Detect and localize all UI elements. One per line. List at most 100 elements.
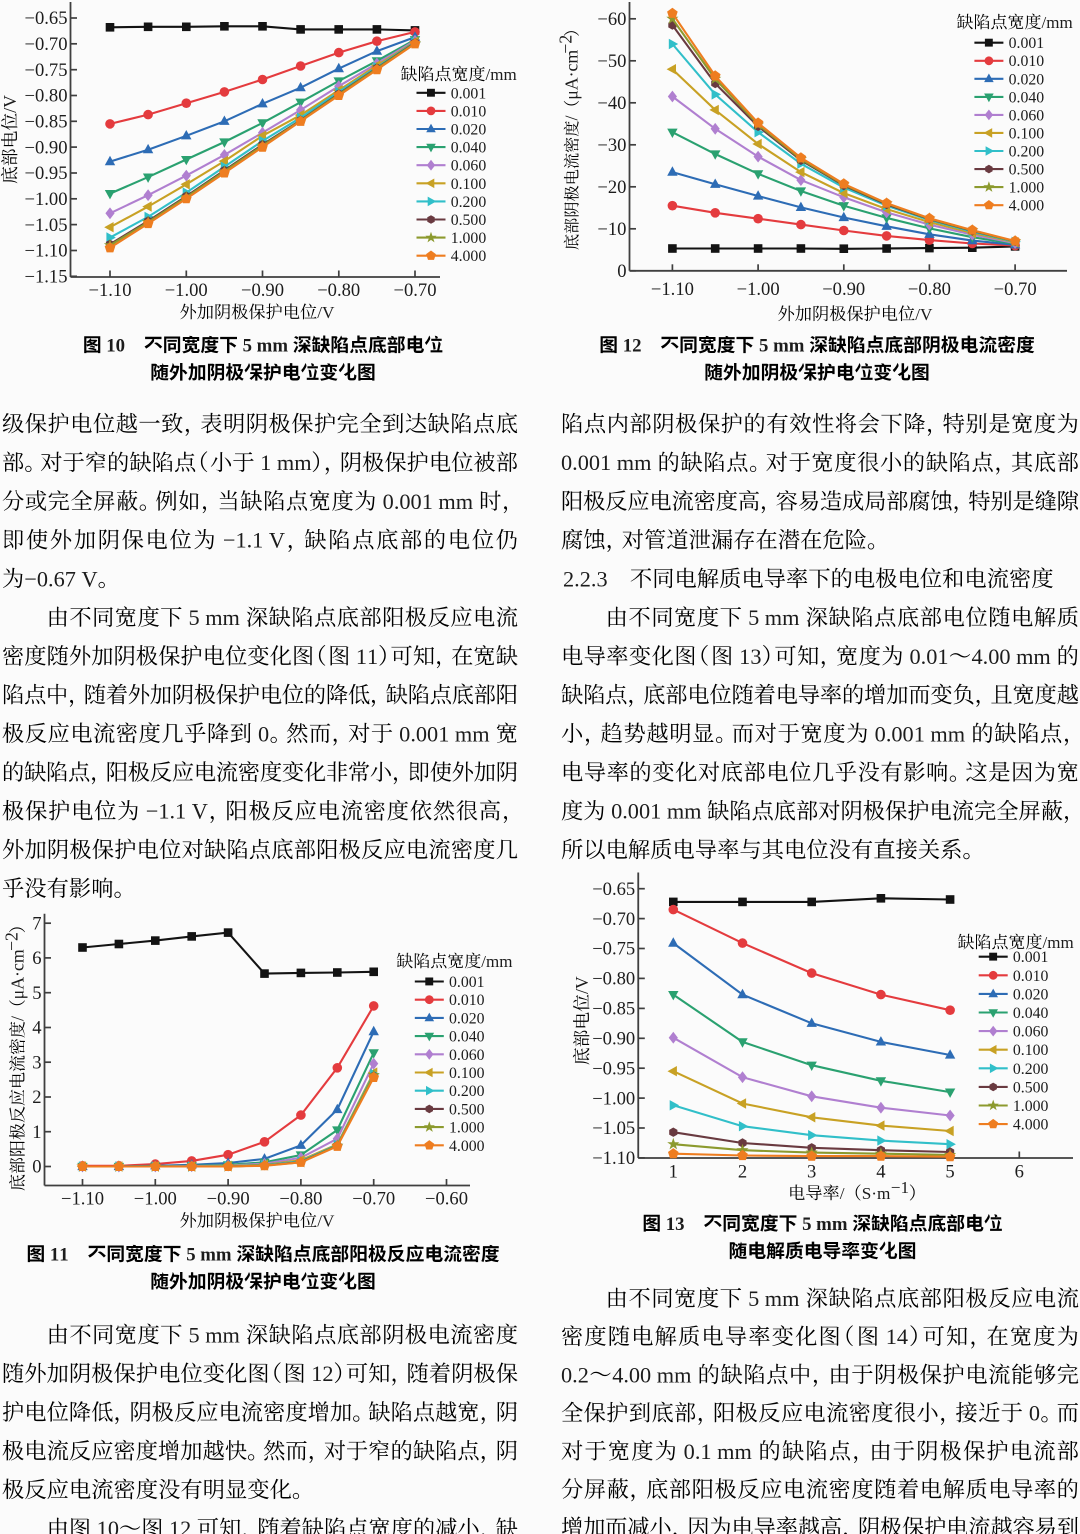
svg-text:−60: −60 (597, 9, 626, 30)
svg-text:−40: −40 (597, 93, 626, 114)
svg-text:1.000: 1.000 (449, 1120, 485, 1137)
svg-text:10: 10 (91, 1516, 119, 1534)
svg-text:0.060: 0.060 (1009, 107, 1045, 124)
svg-text:0.001: 0.001 (451, 85, 487, 102)
svg-text:5 mm: 5 mm (743, 605, 806, 630)
svg-text:/V: /V (572, 976, 592, 994)
svg-text:4.000: 4.000 (451, 248, 487, 265)
svg-text:−1.10: −1.10 (61, 1189, 104, 1210)
svg-text:5 mm: 5 mm (183, 1323, 246, 1348)
svg-text:5 mm: 5 mm (797, 1214, 852, 1235)
svg-text:/mm: /mm (481, 952, 512, 971)
svg-text:0.060: 0.060 (449, 1047, 485, 1064)
svg-text:11: 11 (45, 1245, 68, 1266)
svg-text:5: 5 (32, 983, 41, 1004)
svg-text:12: 12 (306, 1361, 334, 1386)
svg-text:−1.10: −1.10 (89, 280, 132, 301)
svg-text:0.500: 0.500 (451, 212, 487, 229)
svg-text:−2: −2 (556, 35, 576, 54)
svg-text:0.200: 0.200 (1009, 144, 1045, 161)
svg-text:−0.70: −0.70 (25, 34, 68, 55)
svg-text:−1.10: −1.10 (25, 241, 68, 262)
svg-text:4: 4 (876, 1162, 885, 1183)
svg-text:0: 0 (32, 1157, 41, 1178)
svg-text:/V: /V (317, 303, 335, 322)
svg-text:0.01: 0.01 (904, 644, 949, 669)
svg-text:−0.75: −0.75 (592, 939, 635, 960)
svg-text:−0.80: −0.80 (317, 280, 360, 301)
svg-text:0.001 mm: 0.001 mm (869, 721, 971, 746)
svg-text:−1: −1 (891, 1178, 909, 1197)
svg-text:6: 6 (1015, 1162, 1024, 1183)
svg-text:1 mm: 1 mm (255, 450, 312, 475)
svg-text:0.010: 0.010 (1013, 968, 1049, 985)
svg-text:−0.80: −0.80 (592, 969, 635, 990)
svg-text:−0.90: −0.90 (25, 137, 68, 158)
svg-text:−0.85: −0.85 (25, 112, 68, 133)
svg-text:10: 10 (102, 336, 125, 357)
svg-text:0.1 mm: 0.1 mm (678, 1439, 757, 1464)
svg-text:−0.80: −0.80 (25, 86, 68, 107)
svg-text:4.000: 4.000 (1009, 198, 1045, 215)
svg-text:2.2.3: 2.2.3 (563, 566, 608, 591)
svg-text:5 mm: 5 mm (754, 336, 809, 357)
svg-text:0.2: 0.2 (561, 1362, 589, 1387)
svg-text:0.001: 0.001 (449, 974, 485, 991)
svg-text:0.001 mm: 0.001 mm (561, 450, 657, 475)
svg-text:0.001 mm: 0.001 mm (394, 721, 496, 746)
svg-text:−30: −30 (597, 135, 626, 156)
svg-text:/mm: /mm (1042, 13, 1073, 32)
svg-text:6: 6 (32, 948, 41, 969)
svg-text:0.500: 0.500 (1009, 162, 1045, 179)
svg-text:1: 1 (669, 1162, 678, 1183)
svg-text:3: 3 (32, 1052, 41, 1073)
svg-text:4.00 mm: 4.00 mm (972, 644, 1057, 669)
svg-text:−50: −50 (597, 51, 626, 72)
svg-text:0.020: 0.020 (449, 1010, 485, 1027)
svg-text:13: 13 (734, 644, 762, 669)
svg-text:−2: −2 (1, 932, 21, 951)
svg-text:−0.90: −0.90 (241, 280, 284, 301)
svg-text:0.010: 0.010 (1009, 53, 1045, 70)
svg-text:5 mm: 5 mm (238, 336, 293, 357)
svg-text:−0.70: −0.70 (394, 280, 437, 301)
svg-text:0.200: 0.200 (449, 1083, 485, 1100)
svg-text:1.000: 1.000 (1009, 180, 1045, 197)
svg-text:11: 11 (350, 644, 378, 669)
svg-text:3: 3 (807, 1162, 816, 1183)
svg-text:1: 1 (32, 1122, 41, 1143)
svg-text:/V: /V (0, 95, 20, 113)
svg-text:−0.95: −0.95 (25, 163, 68, 184)
svg-text:−1.15: −1.15 (25, 267, 68, 288)
svg-text:2: 2 (32, 1087, 41, 1108)
svg-text:5: 5 (945, 1162, 954, 1183)
svg-text:0.010: 0.010 (451, 103, 487, 120)
svg-text:0.040: 0.040 (451, 140, 487, 157)
svg-text:−0.85: −0.85 (592, 999, 635, 1020)
svg-text:0.020: 0.020 (1009, 71, 1045, 88)
svg-text:−0.90: −0.90 (592, 1029, 635, 1050)
svg-text:0.500: 0.500 (449, 1101, 485, 1118)
svg-text:0.020: 0.020 (1013, 986, 1049, 1003)
svg-text:S·m: S·m (862, 1184, 891, 1203)
svg-text:/V: /V (915, 305, 933, 324)
svg-text:0.040: 0.040 (449, 1029, 485, 1046)
svg-text:13: 13 (661, 1214, 684, 1235)
svg-text:14: 14 (880, 1324, 908, 1349)
svg-text:5 mm: 5 mm (743, 1286, 806, 1311)
svg-text:−1.00: −1.00 (25, 189, 68, 210)
svg-text:μA·cm: μA·cm (8, 949, 28, 999)
svg-text:/V: /V (317, 1212, 335, 1231)
svg-text:0.001 mm: 0.001 mm (377, 489, 479, 514)
svg-text:0.500: 0.500 (1013, 1079, 1049, 1096)
svg-text:0.001: 0.001 (1009, 35, 1045, 52)
svg-text:5 mm: 5 mm (182, 1245, 237, 1266)
svg-text:0.040: 0.040 (1009, 89, 1045, 106)
svg-text:/mm: /mm (486, 65, 517, 84)
svg-text:4.000: 4.000 (1013, 1117, 1049, 1134)
svg-text:−0.65: −0.65 (592, 879, 635, 900)
svg-text:1.000: 1.000 (451, 230, 487, 247)
svg-text:μA·cm: μA·cm (562, 50, 582, 100)
svg-text:−0.70: −0.70 (994, 279, 1037, 300)
svg-text:/mm: /mm (1043, 933, 1074, 952)
